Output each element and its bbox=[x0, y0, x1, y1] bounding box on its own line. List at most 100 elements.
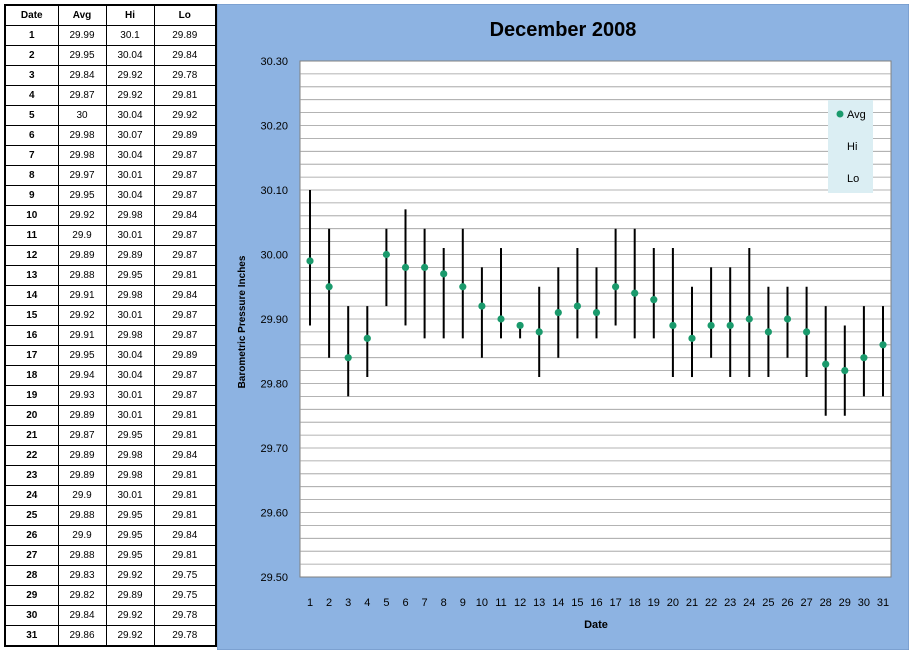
cell-date: 26 bbox=[4, 525, 59, 546]
cell-lo: 29.84 bbox=[153, 45, 217, 66]
cell-date: 25 bbox=[4, 505, 59, 526]
avg-marker bbox=[382, 250, 390, 259]
avg-marker bbox=[726, 321, 734, 330]
table-row: 29 29.82 29.89 29.75 bbox=[4, 585, 217, 606]
cell-date: 31 bbox=[4, 625, 59, 647]
cell-lo: 29.87 bbox=[153, 225, 217, 246]
x-tick-label: 11 bbox=[495, 597, 506, 609]
cell-hi: 29.89 bbox=[105, 585, 155, 606]
cell-hi: 29.95 bbox=[105, 505, 155, 526]
cell-date: 6 bbox=[4, 125, 59, 146]
table-row: 31 29.86 29.92 29.78 bbox=[4, 625, 217, 647]
cell-lo: 29.89 bbox=[153, 25, 217, 46]
cell-lo: 29.87 bbox=[153, 325, 217, 346]
cell-avg: 29.92 bbox=[57, 305, 107, 326]
avg-marker bbox=[421, 263, 429, 271]
cell-avg: 29.84 bbox=[57, 605, 107, 626]
chart-title: December 2008 bbox=[490, 19, 637, 41]
cell-lo: 29.78 bbox=[153, 65, 217, 86]
cell-hi: 30.04 bbox=[105, 105, 155, 126]
cell-hi: 29.92 bbox=[105, 65, 155, 86]
avg-marker bbox=[497, 315, 505, 323]
y-tick-label: 29.70 bbox=[260, 443, 288, 455]
avg-marker bbox=[306, 257, 314, 265]
cell-hi: 29.92 bbox=[105, 85, 155, 106]
cell-date: 16 bbox=[4, 325, 59, 346]
avg-marker bbox=[478, 302, 486, 310]
cell-date: 11 bbox=[4, 225, 59, 246]
cell-avg: 29.9 bbox=[57, 525, 107, 546]
table-row: 27 29.88 29.95 29.81 bbox=[4, 545, 217, 566]
x-axis-label: Date bbox=[584, 619, 608, 631]
cell-lo: 29.81 bbox=[153, 485, 217, 506]
cell-hi: 29.98 bbox=[105, 285, 155, 306]
x-tick-label: 8 bbox=[441, 597, 447, 609]
cell-lo: 29.78 bbox=[153, 605, 217, 626]
cell-avg: 29.94 bbox=[57, 365, 107, 386]
x-axis-ticks: 1 2 3 4 5 6 7 8 9 10 11 12 13 14 15 16 17 18 19 20 21 22 23 24 2… bbox=[307, 597, 889, 609]
cell-hi: 30.01 bbox=[105, 165, 155, 186]
cell-lo: 29.87 bbox=[153, 185, 217, 206]
cell-lo: 29.78 bbox=[153, 625, 217, 647]
table-row: 24 29.9 30.01 29.81 bbox=[4, 485, 217, 506]
table-header-row: Date Avg Hi Lo bbox=[4, 4, 217, 26]
cell-hi: 29.98 bbox=[105, 465, 155, 486]
cell-date: 22 bbox=[4, 445, 59, 466]
x-tick-label: 12 bbox=[514, 597, 526, 609]
cell-date: 29 bbox=[4, 585, 59, 606]
legend: Avg Hi Lo bbox=[828, 100, 873, 193]
table-row: 18 29.94 30.04 29.87 bbox=[4, 365, 217, 386]
cell-avg: 29.89 bbox=[57, 405, 107, 426]
cell-hi: 30.01 bbox=[105, 385, 155, 406]
cell-date: 12 bbox=[4, 245, 59, 266]
cell-hi: 29.92 bbox=[105, 565, 155, 586]
x-tick-label: 27 bbox=[800, 597, 812, 609]
avg-marker bbox=[592, 308, 601, 317]
x-tick-label: 29 bbox=[839, 597, 851, 609]
cell-date: 18 bbox=[4, 365, 59, 386]
cell-avg: 29.82 bbox=[57, 585, 107, 606]
table-row: 25 29.88 29.95 29.81 bbox=[4, 505, 217, 526]
header-lo: Lo bbox=[153, 4, 217, 26]
cell-hi: 29.95 bbox=[105, 525, 155, 546]
x-tick-label: 26 bbox=[781, 597, 793, 609]
avg-marker bbox=[688, 334, 696, 342]
table-row: 11 29.9 30.01 29.87 bbox=[4, 225, 217, 246]
cell-date: 8 bbox=[4, 165, 59, 186]
avg-marker bbox=[803, 328, 811, 336]
cell-date: 30 bbox=[4, 605, 59, 626]
cell-avg: 30 bbox=[57, 105, 107, 126]
cell-hi: 29.98 bbox=[105, 205, 155, 226]
table-row: 21 29.87 29.95 29.81 bbox=[4, 425, 217, 446]
cell-hi: 30.01 bbox=[105, 485, 155, 506]
table-body: 1 29.99 30.1 29.89 2 29.95 30.04 29.84 3 29.84 29.… bbox=[4, 25, 217, 647]
avg-marker bbox=[745, 315, 753, 323]
cell-hi: 29.89 bbox=[105, 245, 155, 266]
cell-avg: 29.89 bbox=[57, 245, 107, 266]
x-tick-label: 9 bbox=[460, 597, 466, 609]
cell-lo: 29.84 bbox=[153, 205, 217, 226]
table-row: 19 29.93 30.01 29.87 bbox=[4, 385, 217, 406]
data-table-container: Date Avg Hi Lo 1 29.99 30.1 29.89 2 29.95 30.0… bbox=[4, 4, 217, 649]
data-table: Date Avg Hi Lo 1 29.99 30.1 29.89 2 29.95 30.0… bbox=[4, 4, 217, 647]
cell-lo: 29.81 bbox=[153, 425, 217, 446]
legend-box bbox=[828, 100, 873, 193]
cell-avg: 29.87 bbox=[57, 425, 107, 446]
cell-lo: 29.75 bbox=[153, 565, 217, 586]
y-axis-ticks: 29.50 29.60 29.70 29.80 29.90 30.00 30.10 30.20… bbox=[260, 56, 288, 584]
cell-date: 3 bbox=[4, 65, 59, 86]
table-row: 3 29.84 29.92 29.78 bbox=[4, 65, 217, 86]
cell-lo: 29.87 bbox=[153, 165, 217, 186]
y-tick-label: 30.30 bbox=[260, 56, 288, 68]
x-tick-label: 13 bbox=[533, 597, 545, 609]
cell-lo: 29.81 bbox=[153, 85, 217, 106]
cell-hi: 29.95 bbox=[105, 545, 155, 566]
cell-date: 15 bbox=[4, 305, 59, 326]
avg-marker bbox=[612, 283, 620, 291]
cell-avg: 29.97 bbox=[57, 165, 107, 186]
avg-marker bbox=[440, 270, 448, 278]
cell-date: 5 bbox=[4, 105, 59, 126]
legend-lo-label: Lo bbox=[847, 173, 859, 185]
avg-marker bbox=[841, 367, 849, 375]
x-tick-label: 19 bbox=[648, 597, 660, 609]
